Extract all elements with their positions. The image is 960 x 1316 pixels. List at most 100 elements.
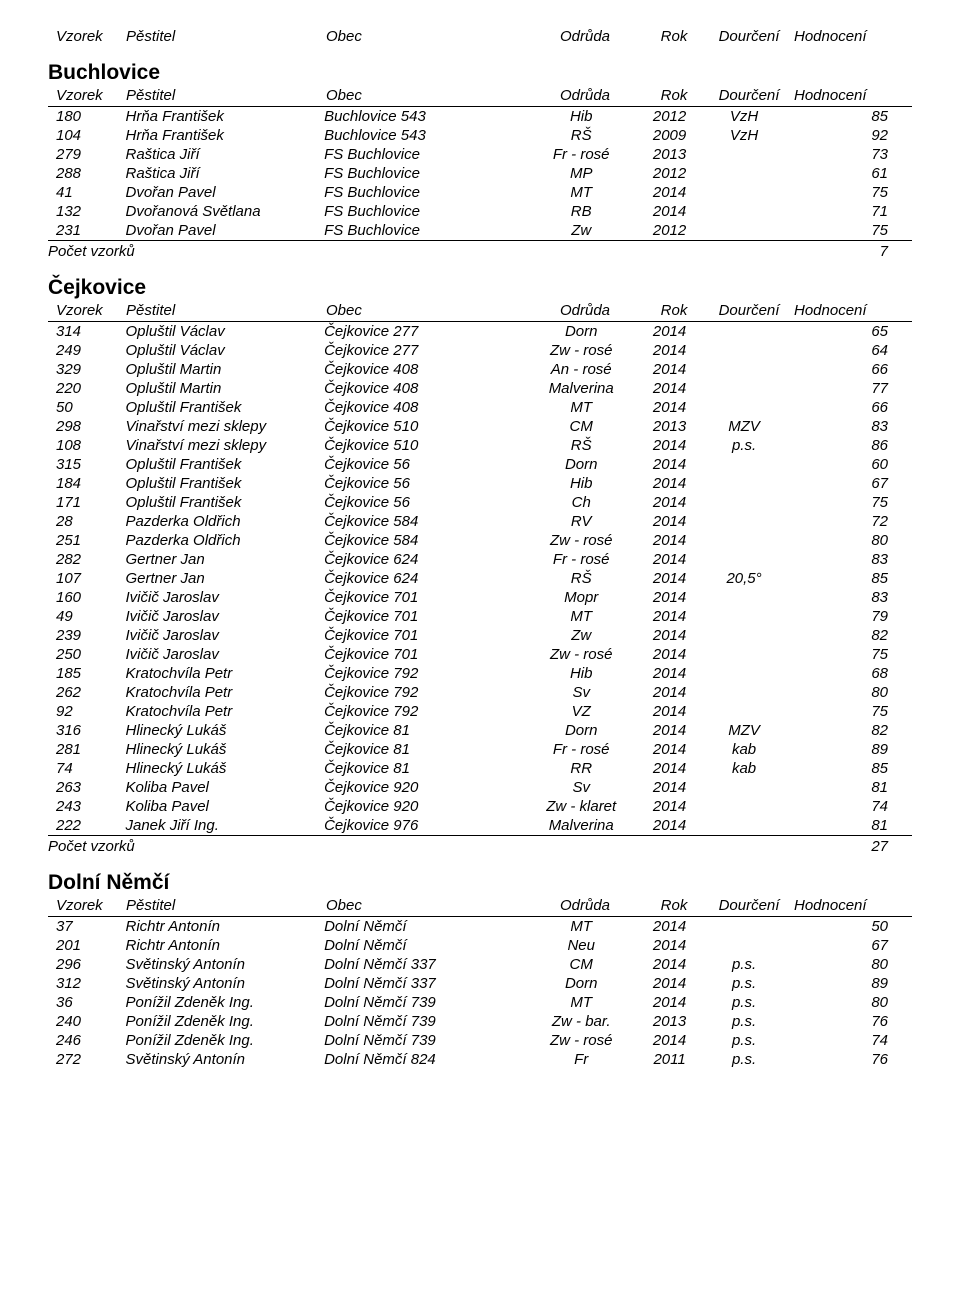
cell-pestitel: Opluštil Martin — [126, 380, 325, 397]
cell-pestitel: Ivičič Jaroslav — [126, 589, 325, 606]
cell-vzorek: 49 — [48, 608, 126, 625]
cell-hodn: 81 — [789, 817, 912, 834]
table-row: 74Hlinecký LukášČejkovice 81RR2014kab85 — [48, 759, 912, 778]
col-obec: Obec — [326, 28, 526, 45]
cell-vzorek: 231 — [48, 222, 126, 239]
cell-vzorek: 36 — [48, 994, 126, 1011]
cell-rok: 2014 — [640, 627, 700, 644]
cell-rok: 2014 — [640, 817, 700, 834]
cell-vzorek: 104 — [48, 127, 126, 144]
cell-rok: 2014 — [640, 399, 700, 416]
cell-pestitel: Janek Jiří Ing. — [126, 817, 325, 834]
cell-rok: 2014 — [640, 956, 700, 973]
table-row: 315Opluštil FrantišekČejkovice 56Dorn201… — [48, 455, 912, 474]
table-row: 107Gertner JanČejkovice 624RŠ201420,5°85 — [48, 569, 912, 588]
cell-obec: FS Buchlovice — [324, 203, 523, 220]
cell-dour — [699, 494, 788, 511]
cell-odruda: Dorn — [523, 975, 640, 992]
cell-rok: 2014 — [640, 184, 700, 201]
cell-hodn: 85 — [789, 570, 912, 587]
cell-pestitel: Ponížil Zdeněk Ing. — [126, 994, 325, 1011]
col-vzorek: Vzorek — [48, 87, 126, 104]
cell-dour: 20,5° — [699, 570, 788, 587]
cell-odruda: Neu — [523, 937, 640, 954]
cell-odruda: Sv — [523, 779, 640, 796]
col-hodn: Hodnocení — [794, 28, 894, 45]
cell-vzorek: 298 — [48, 418, 126, 435]
cell-dour — [699, 646, 788, 663]
section-title: Buchlovice — [48, 61, 912, 85]
cell-vzorek: 41 — [48, 184, 126, 201]
cell-rok: 2014 — [640, 994, 700, 1011]
cell-hodn: 80 — [789, 532, 912, 549]
cell-odruda: Zw - rosé — [523, 646, 640, 663]
cell-vzorek: 50 — [48, 399, 126, 416]
cell-hodn: 82 — [789, 722, 912, 739]
table-row: 185Kratochvíla PetrČejkovice 792Hib20146… — [48, 664, 912, 683]
cell-vzorek: 108 — [48, 437, 126, 454]
section-footer: Počet vzorků27 — [48, 836, 912, 855]
cell-pestitel: Ponížil Zdeněk Ing. — [126, 1032, 325, 1049]
cell-odruda: CM — [523, 418, 640, 435]
cell-pestitel: Ponížil Zdeněk Ing. — [126, 1013, 325, 1030]
cell-dour — [699, 937, 788, 954]
cell-pestitel: Světinský Antonín — [126, 956, 325, 973]
cell-hodn: 83 — [789, 551, 912, 568]
cell-obec: Čejkovice 920 — [324, 779, 523, 796]
cell-dour — [699, 456, 788, 473]
col-obec: Obec — [326, 897, 526, 914]
cell-pestitel: Opluštil František — [126, 399, 325, 416]
cell-odruda: Fr - rosé — [523, 551, 640, 568]
cell-rok: 2014 — [640, 323, 700, 340]
cell-hodn: 61 — [789, 165, 912, 182]
cell-vzorek: 171 — [48, 494, 126, 511]
cell-dour — [699, 918, 788, 935]
cell-rok: 2014 — [640, 937, 700, 954]
cell-pestitel: Gertner Jan — [126, 570, 325, 587]
table-row: 243Koliba PavelČejkovice 920Zw - klaret2… — [48, 797, 912, 816]
col-rok: Rok — [644, 897, 704, 914]
page: Vzorek Pěstitel Obec Odrůda Rok Dourčení… — [0, 0, 960, 1109]
table-row: 180Hrňa FrantišekBuchlovice 543Hib2012Vz… — [48, 107, 912, 126]
cell-odruda: Hib — [523, 665, 640, 682]
cell-pestitel: Richtr Antonín — [126, 937, 325, 954]
cell-pestitel: Ivičič Jaroslav — [126, 627, 325, 644]
cell-rok: 2014 — [640, 456, 700, 473]
cell-rok: 2014 — [640, 203, 700, 220]
cell-hodn: 86 — [789, 437, 912, 454]
cell-hodn: 75 — [789, 703, 912, 720]
cell-rok: 2012 — [640, 222, 700, 239]
cell-odruda: Fr - rosé — [523, 146, 640, 163]
col-odruda: Odrůda — [526, 28, 644, 45]
cell-vzorek: 262 — [48, 684, 126, 701]
cell-obec: Čejkovice 277 — [324, 323, 523, 340]
cell-dour: VzH — [699, 108, 788, 125]
cell-dour — [699, 532, 788, 549]
cell-obec: Čejkovice 701 — [324, 646, 523, 663]
cell-vzorek: 281 — [48, 741, 126, 758]
cell-obec: Buchlovice 543 — [324, 127, 523, 144]
table-row: 329Opluštil MartinČejkovice 408An - rosé… — [48, 360, 912, 379]
cell-pestitel: Opluštil František — [126, 475, 325, 492]
cell-vzorek: 184 — [48, 475, 126, 492]
count-label: Počet vzorků — [48, 243, 135, 260]
cell-vzorek: 160 — [48, 589, 126, 606]
cell-obec: Buchlovice 543 — [324, 108, 523, 125]
cell-dour — [699, 342, 788, 359]
section-header-row: VzorekPěstitelObecOdrůdaRokDourčeníHodno… — [48, 897, 912, 917]
cell-pestitel: Pazderka Oldřich — [126, 532, 325, 549]
cell-rok: 2014 — [640, 918, 700, 935]
cell-odruda: Zw — [523, 627, 640, 644]
cell-odruda: RŠ — [523, 127, 640, 144]
cell-odruda: RR — [523, 760, 640, 777]
cell-hodn: 80 — [789, 956, 912, 973]
col-pestitel: Pěstitel — [126, 897, 326, 914]
cell-odruda: Dorn — [523, 456, 640, 473]
cell-pestitel: Hrňa František — [126, 127, 325, 144]
cell-rok: 2014 — [640, 779, 700, 796]
section-title: Čejkovice — [48, 276, 912, 300]
cell-obec: Dolní Němčí 337 — [324, 975, 523, 992]
table-row: 316Hlinecký LukášČejkovice 81Dorn2014MZV… — [48, 721, 912, 740]
col-vzorek: Vzorek — [48, 28, 126, 45]
cell-dour — [699, 513, 788, 530]
